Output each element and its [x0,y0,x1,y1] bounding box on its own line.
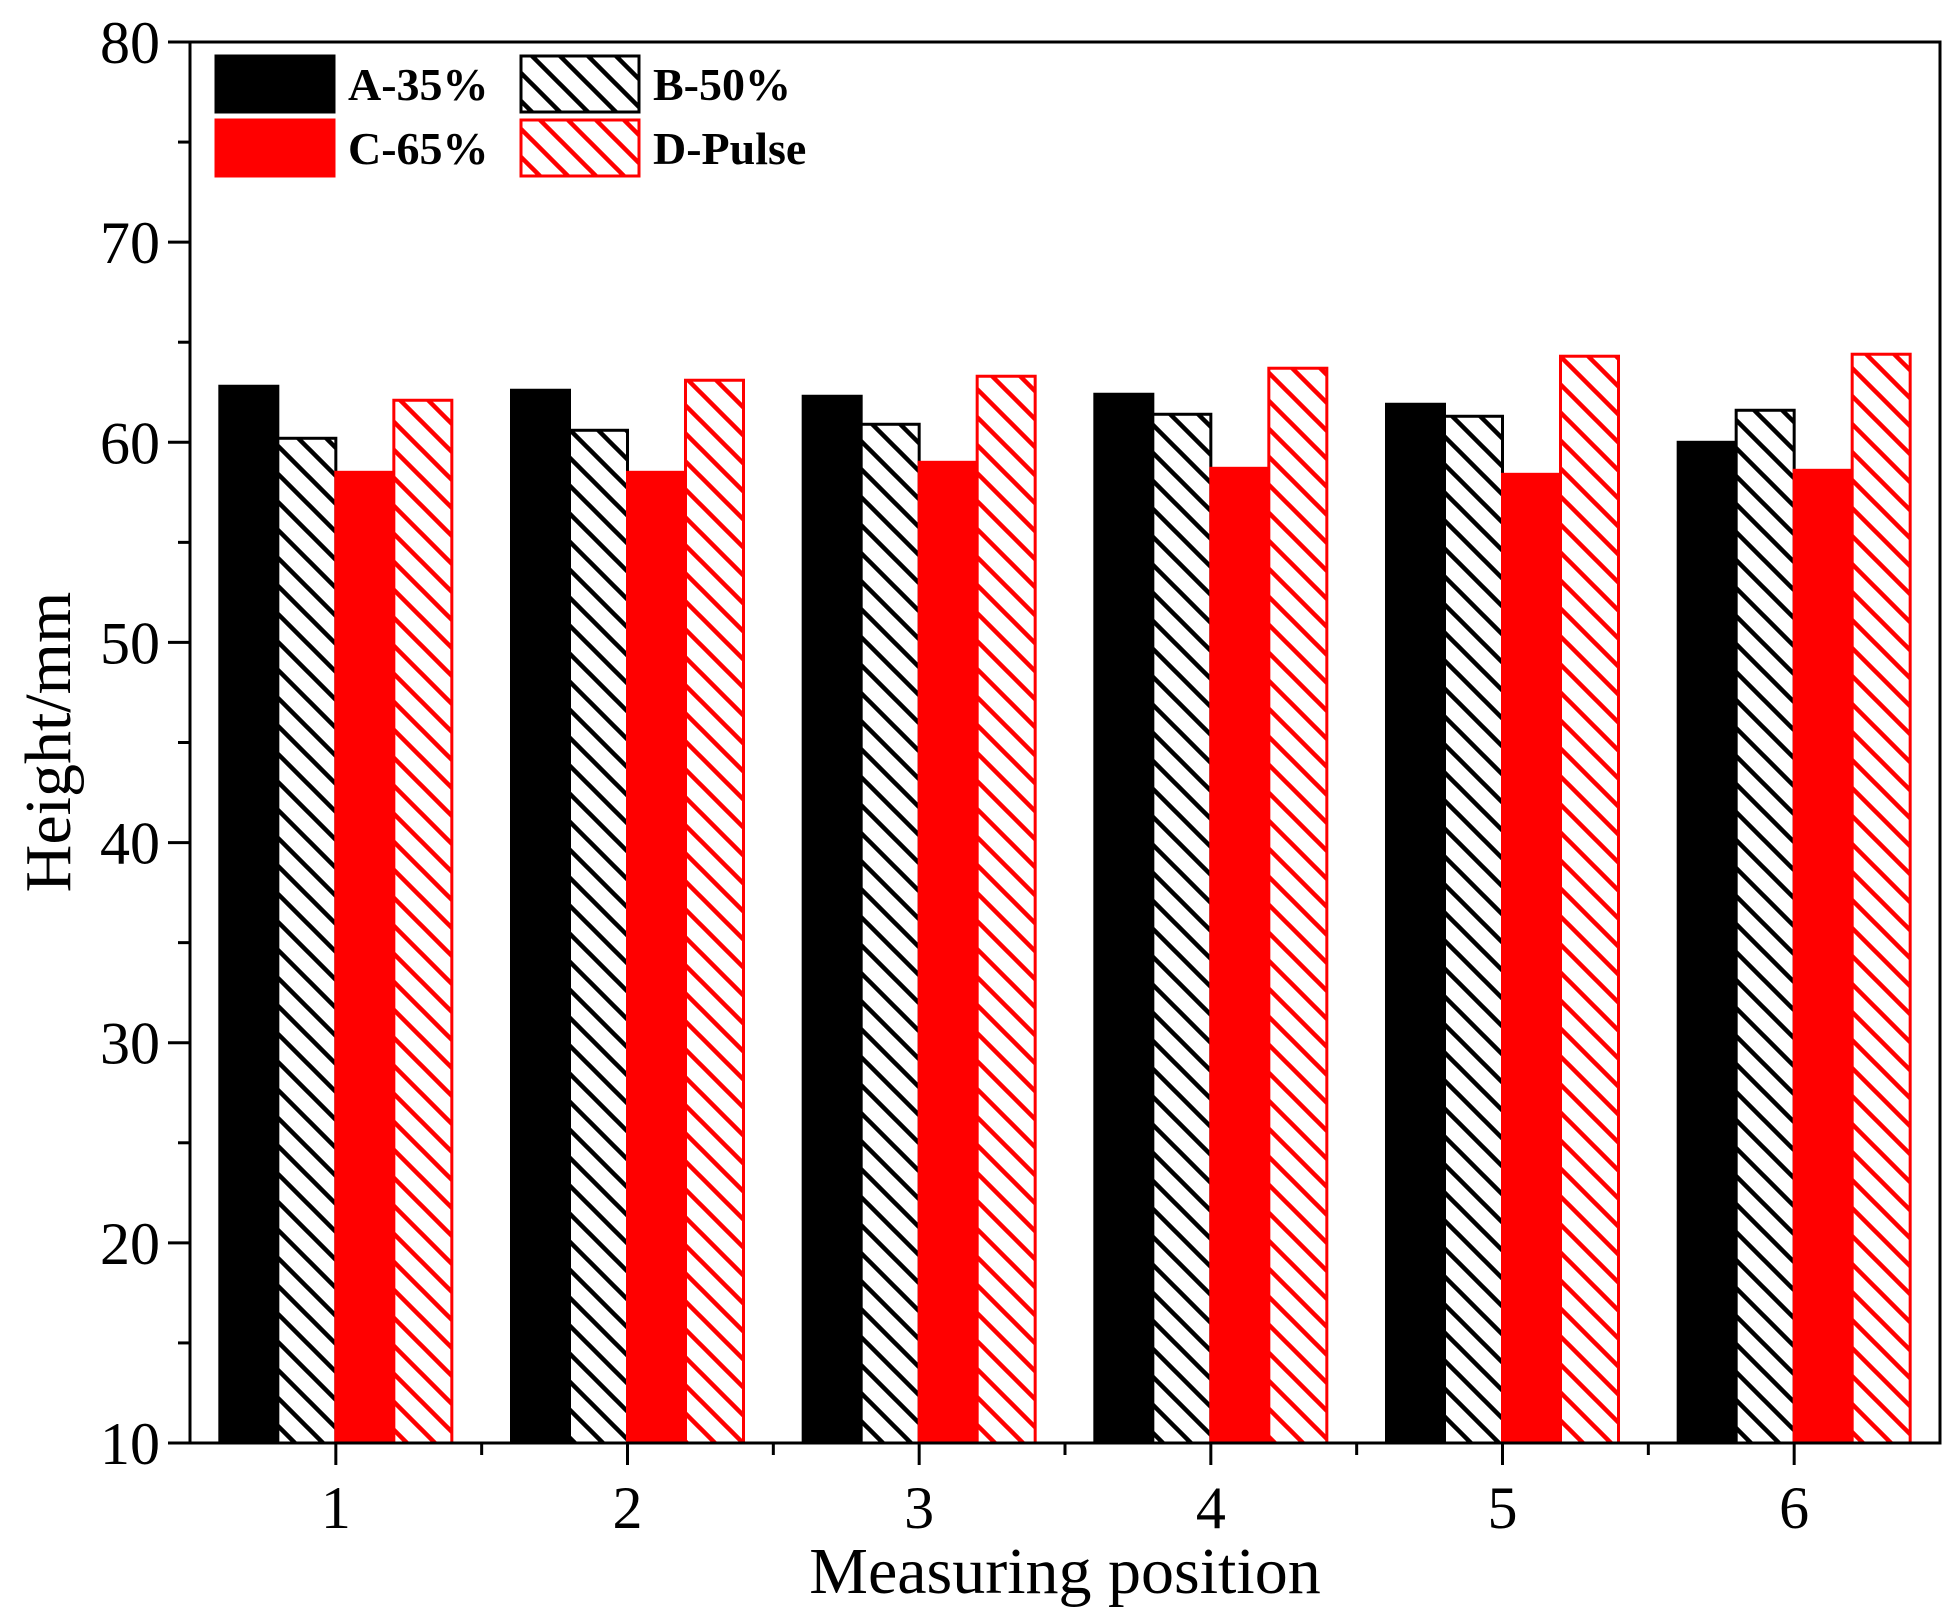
y-axis-title: Height/mm [12,592,85,893]
y-tick-label: 30 [100,1011,160,1077]
bar-d-pulse-pos-5 [1559,354,1620,1445]
legend-swatch [214,54,336,114]
legend: A-35% B-50% C-65% D-Pulse [214,54,806,178]
x-tick-label: 2 [613,1475,643,1541]
bar-b-50--pos-3 [859,422,921,1445]
x-axis-title: Measuring position [809,1535,1320,1608]
x-tick-label: 1 [321,1475,351,1541]
legend-swatch [214,118,336,178]
y-tick-label: 60 [100,410,160,476]
bar-a-35--pos-3 [801,394,863,1445]
bar-a-35--pos-5 [1385,402,1446,1445]
bar-c-65--pos-6 [1792,468,1854,1445]
y-tick-label: 20 [100,1211,160,1277]
bar-a-35--pos-4 [1093,392,1155,1445]
legend-swatch [519,54,641,114]
bar-a-35--pos-2 [510,388,571,1445]
legend-label: B-50% [653,59,791,110]
bar-b-50--pos-2 [568,428,629,1445]
x-tick-label: 5 [1488,1475,1518,1541]
y-tick-label: 80 [100,10,160,76]
x-tick-label: 3 [904,1475,934,1541]
bar-b-50--pos-4 [1151,412,1213,1445]
bar-b-50--pos-6 [1734,408,1796,1445]
x-tick-label: 4 [1196,1475,1226,1541]
bar-c-65--pos-4 [1209,466,1271,1445]
bar-b-50--pos-5 [1443,414,1504,1445]
x-axis: 1 2 3 4 5 6 [321,1443,1809,1541]
bar-c-65--pos-5 [1501,472,1562,1445]
legend-swatch [519,118,641,178]
bar-d-pulse-pos-2 [684,378,745,1445]
bar-d-pulse-pos-4 [1267,366,1329,1445]
y-tick-label: 70 [100,210,160,276]
bar-d-pulse-pos-1 [392,398,454,1445]
y-tick-label: 10 [100,1411,160,1477]
bar-d-pulse-pos-3 [975,374,1037,1445]
legend-label: A-35% [348,59,489,110]
bars-layer [218,352,1912,1445]
y-tick-label: 50 [100,610,160,676]
bar-c-65--pos-1 [334,470,396,1445]
legend-label: C-65% [348,123,489,174]
bar-a-35--pos-6 [1676,440,1738,1445]
bar-d-pulse-pos-6 [1850,352,1912,1445]
bar-b-50--pos-1 [276,436,338,1445]
y-tick-label: 40 [100,811,160,877]
y-axis: 10 20 30 40 50 60 70 80 [100,10,190,1477]
bar-c-65--pos-2 [626,470,687,1445]
bar-c-65--pos-3 [917,460,979,1445]
x-tick-label: 6 [1779,1475,1809,1541]
bar-a-35--pos-1 [218,384,280,1445]
legend-label: D-Pulse [653,123,806,174]
